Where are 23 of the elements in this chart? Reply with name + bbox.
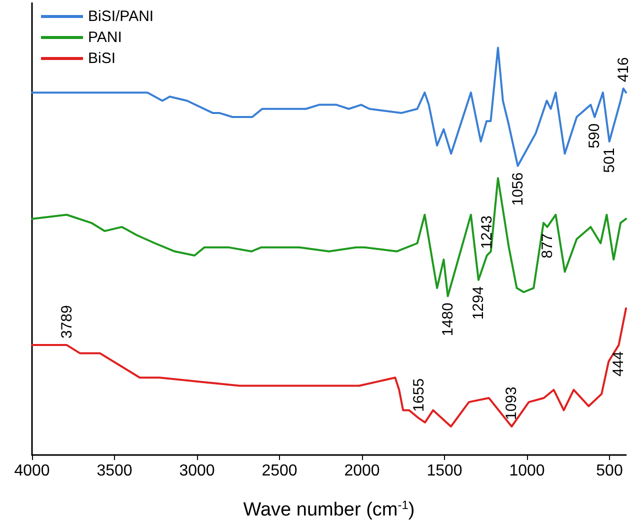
annotation: 501 [600,148,618,173]
x-tick-label: 500 [596,462,623,480]
x-tick-label: 1000 [509,462,545,480]
annotation: 1093 [503,386,520,420]
annotation: 590 [586,123,604,148]
x-tick-label: 1500 [426,462,462,480]
legend-label: BiSI [88,50,116,67]
x-tick-label: 3000 [179,462,215,480]
x-tick-label: 2000 [344,462,380,480]
annotation: 1243 [478,216,496,249]
legend-label: PANI [88,29,122,46]
annotation: 416 [614,57,632,82]
annotation: 1480 [439,302,456,336]
x-tick-label: 4000 [14,462,50,480]
x-tick-label: 2500 [262,462,298,480]
annotation: 1056 [509,172,526,206]
annotation: 1655 [410,378,428,412]
annotation: 3789 [58,305,76,339]
annotation: 1294 [470,286,487,320]
annotation: 444 [610,351,628,376]
legend-label: BiSI/PANI [88,8,154,25]
x-tick-label: 3500 [96,462,132,480]
annotation: 877 [538,233,556,258]
